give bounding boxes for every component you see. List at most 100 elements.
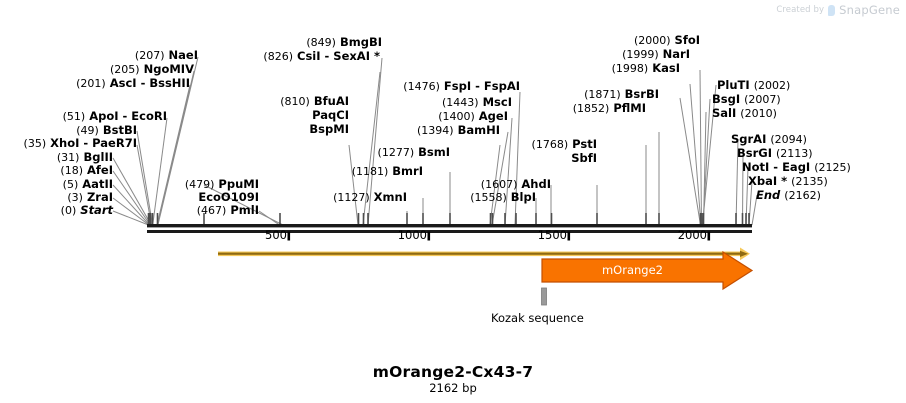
site-position: (0): [60, 204, 77, 217]
site-name: EcoO109I: [198, 190, 259, 204]
ruler-ticks: [287, 231, 711, 241]
site-name: AscI - BssHII: [109, 76, 190, 90]
site-position: (2000): [633, 34, 671, 47]
site-label-blpi: (1558) BlpI: [450, 190, 536, 204]
site-position: (2010): [740, 107, 777, 120]
site-position: (810): [280, 95, 310, 108]
site-label-ppumi: (479) PpuMI: [130, 177, 259, 191]
site-name: CsiI - SexAI *: [297, 49, 380, 63]
site-label-bmri: (1181) BmrI: [300, 164, 423, 178]
site-position: (35): [23, 137, 47, 150]
site-name: PflMI: [613, 101, 646, 115]
site-label-csii-sexai: (826) CsiI - SexAI *: [200, 49, 380, 63]
site-position: (1871): [584, 88, 621, 101]
site-label-xhoi-paer7i: (35) XhoI - PaeR7I: [0, 136, 137, 150]
site-position: (201): [76, 77, 106, 90]
site-name: BlpI: [510, 190, 536, 204]
site-position: (1400): [438, 110, 475, 123]
site-position: (1999): [622, 48, 659, 61]
leader-lines-right-inner: [596, 69, 702, 226]
site-label-asci-bsshii: (201) AscI - BssHII: [0, 76, 190, 90]
site-position: (467): [196, 204, 227, 217]
site-label-bstbi: (49) BstBI: [0, 123, 137, 137]
kozak-sequence-marker[interactable]: [541, 287, 547, 306]
site-position: (2094): [770, 133, 807, 146]
site-position: (51): [62, 110, 86, 123]
ruler-tick-label-500: 500: [265, 228, 287, 242]
site-label-apoi-ecori: (51) ApoI - EcoRI: [0, 109, 167, 123]
site-label-zrai: (3) ZraI: [0, 190, 113, 204]
site-name: BmgBI: [339, 35, 382, 49]
site-label-sfoi: (2000) SfoI: [570, 33, 700, 47]
site-name: BmrI: [392, 164, 423, 178]
site-name: BamHI: [457, 123, 500, 137]
orf-span-arrow: [218, 247, 750, 261]
site-position: (1768): [531, 138, 569, 151]
site-name: PpuMI: [218, 177, 259, 191]
site-label-paqci: PaqCI: [240, 108, 349, 122]
site-label-ecoo109i: EcoO109I: [130, 190, 259, 204]
site-name: BfuAI: [313, 94, 349, 108]
site-position: (1558): [470, 191, 507, 204]
site-label-afei: (18) AfeI: [0, 163, 113, 177]
site-name: SbfI: [571, 151, 597, 165]
leader-lines-left: [112, 56, 199, 226]
site-name: PmlI: [230, 203, 259, 217]
site-name: NgoMIV: [143, 62, 194, 76]
site-name: BsrGI: [737, 146, 772, 160]
site-position: (1127): [333, 191, 370, 204]
site-position: (479): [184, 178, 215, 191]
site-name: XhoI - PaeR7I: [50, 136, 137, 150]
watermark-brand-text: SnapGene: [839, 3, 900, 17]
site-position: (1998): [611, 62, 649, 75]
site-label-sgrai: SgrAI (2094): [731, 132, 807, 146]
site-position: (2135): [791, 175, 828, 188]
site-name: NaeI: [168, 48, 198, 62]
site-position: (1852): [572, 102, 610, 115]
site-position: (2162): [784, 189, 821, 202]
site-name: SgrAI: [731, 132, 767, 146]
site-name: End: [756, 188, 781, 202]
site-label-naei: (207) NaeI: [0, 48, 198, 62]
site-name: BsrBI: [624, 87, 659, 101]
site-position: (2007): [744, 93, 781, 106]
site-name: XbaI *: [748, 174, 788, 188]
site-name: BstBI: [102, 123, 137, 137]
site-position: (49): [76, 124, 99, 137]
site-label-xbai: XbaI * (2135): [748, 174, 828, 188]
site-name: AgeI: [478, 109, 508, 123]
site-name: AatII: [82, 177, 113, 191]
site-position: (3): [67, 191, 83, 204]
site-name: AhdI: [521, 177, 551, 191]
site-position: (1476): [403, 80, 440, 93]
site-name: FspI - FspAI: [443, 79, 520, 93]
site-label-agei: (1400) AgeI: [360, 109, 508, 123]
site-position: (2125): [814, 161, 851, 174]
site-label-bsrgi: BsrGI (2113): [737, 146, 813, 160]
site-position: (31): [56, 151, 80, 164]
site-name: SalI: [712, 106, 737, 120]
site-label-sbfi: SbfI: [500, 151, 597, 165]
site-label-bfuai: (810) BfuAI: [240, 94, 349, 108]
site-name: NarI: [662, 47, 690, 61]
watermark-created-by-text: Created by: [776, 5, 825, 15]
morange2-feature-arrow[interactable]: [541, 250, 754, 291]
site-name: NotI - EagI: [742, 160, 811, 174]
site-label-msci: (1443) MscI: [370, 95, 512, 109]
site-name: ZraI: [86, 190, 113, 204]
site-label-nari: (1999) NarI: [570, 47, 690, 61]
site-position: (1443): [442, 96, 479, 109]
site-label-ngomiv: (205) NgoMIV: [0, 62, 194, 76]
site-position: (1394): [416, 124, 454, 137]
site-label-aatii: (5) AatII: [0, 177, 113, 191]
site-name: ApoI - EcoRI: [89, 109, 167, 123]
site-label-start: (0) Start: [0, 203, 113, 217]
leader-lines-mid-left: [203, 57, 383, 226]
site-name: BglII: [83, 150, 114, 164]
site-position: (2002): [753, 79, 791, 92]
site-position: (207): [134, 49, 165, 62]
site-position: (205): [110, 63, 140, 76]
site-name: SfoI: [674, 33, 700, 47]
site-label-bsgi: BsgI (2007): [712, 92, 781, 106]
site-name: MscI: [482, 95, 512, 109]
